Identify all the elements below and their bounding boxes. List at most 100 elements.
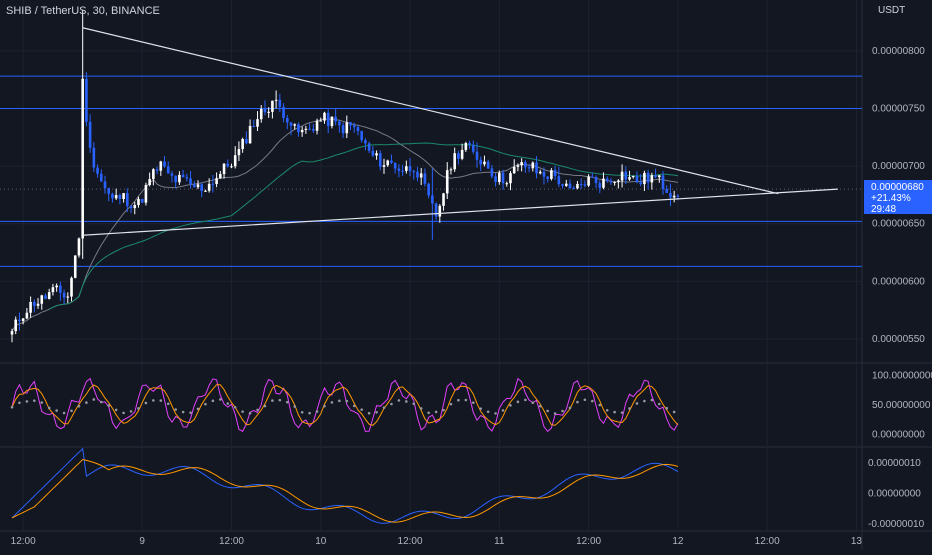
rsi-dot (419, 407, 423, 410)
rsi-dot (509, 404, 512, 407)
rsi-k-line (11, 377, 679, 433)
time-axis-tick-label: 10 (315, 536, 327, 547)
candle-body (669, 192, 672, 198)
candle-body (152, 169, 155, 180)
candles (10, 10, 680, 343)
candle-body (460, 149, 464, 159)
candle-body (118, 195, 122, 199)
chart-title: SHIB / TetherUS, 30, BINANCE (6, 5, 160, 17)
candle-body (453, 153, 456, 170)
candle-body (300, 129, 304, 133)
candle-body (21, 318, 25, 322)
candle-body (483, 161, 486, 165)
candle-body (594, 177, 598, 184)
rsi-dot (434, 410, 438, 414)
trendlines (82, 27, 838, 236)
candle-body (583, 184, 587, 186)
candle-body (386, 160, 390, 166)
candle-body (360, 131, 363, 141)
candle-body (59, 285, 62, 293)
candle-body (416, 171, 419, 178)
rsi-dot (271, 399, 274, 402)
rsi-dot (85, 401, 88, 404)
candle-body (62, 292, 66, 298)
candle-body (498, 172, 501, 183)
rsi-dot (657, 402, 661, 406)
candle-body (438, 205, 442, 217)
rsi-dot (114, 408, 118, 412)
rsi-dot (524, 398, 527, 402)
rsi-dot (144, 401, 148, 405)
candle-body (654, 175, 657, 178)
candle-body (256, 119, 259, 127)
rsi-dot (598, 403, 602, 407)
candle-body (163, 161, 166, 167)
last-price: 0.00000680 (871, 182, 924, 193)
rsi-dot (613, 410, 616, 414)
price-axis-tick-label: 0.00000750 (872, 103, 925, 114)
candle-body (196, 184, 200, 188)
candle-body (375, 153, 378, 156)
rsi-dot (315, 410, 319, 413)
candle-body (293, 124, 297, 126)
candle-body (92, 147, 96, 168)
candle-body (520, 162, 523, 166)
candle-body (509, 173, 512, 184)
price-axis-tick-label: 0.00000700 (872, 161, 925, 172)
candle-body (55, 285, 58, 288)
rsi-dot (449, 402, 453, 406)
rsi-dot (352, 404, 356, 408)
candle-body (434, 203, 438, 217)
rsi-dot (92, 398, 96, 401)
candle-body (665, 189, 669, 193)
rsi-dot (77, 404, 81, 408)
rsi-dot (70, 409, 73, 413)
candle-body (259, 108, 263, 120)
candle-body (431, 195, 434, 204)
rsi-dot (635, 402, 639, 405)
candle-body (390, 160, 393, 163)
candle-body (397, 168, 401, 171)
currency-label[interactable]: USDT (878, 5, 906, 16)
candle-body (631, 176, 635, 178)
time-axis-tick-label: 12:00 (11, 536, 36, 547)
trendline (82, 188, 838, 236)
candle-body (70, 277, 73, 297)
rsi-dot (211, 399, 215, 403)
rsi-dot (285, 400, 289, 404)
candle-body (200, 184, 204, 192)
candle-body (338, 121, 341, 126)
candle-body (524, 162, 527, 168)
rsi-axis-tick-label: 50.00000000 (872, 400, 931, 411)
rsi-dot (516, 400, 520, 404)
candle-body (166, 166, 170, 174)
candle-body (457, 153, 460, 159)
candle-body (122, 193, 125, 199)
rsi-dot (330, 401, 334, 404)
candle-body (661, 175, 665, 190)
rsi-dot (263, 404, 267, 408)
rsi-dot (233, 405, 237, 409)
candle-body (572, 187, 576, 189)
candle-body (237, 149, 241, 156)
candle-body (282, 106, 285, 119)
candle-body (419, 173, 423, 178)
candle-body (605, 178, 609, 181)
candle-body (129, 206, 133, 209)
rsi-dot (471, 401, 475, 404)
rsi-dot (427, 411, 430, 415)
candle-body (527, 167, 531, 169)
rsi-dot (152, 399, 155, 402)
rsi-dot (665, 406, 669, 410)
candle-body (230, 166, 233, 168)
rsi-dot (494, 412, 497, 415)
candle-body (468, 143, 471, 145)
candle-body (126, 193, 129, 207)
candle-body (181, 174, 185, 178)
stoch-rsi-pane (10, 377, 679, 433)
candle-body (252, 125, 256, 127)
rsi-dot (122, 411, 125, 415)
